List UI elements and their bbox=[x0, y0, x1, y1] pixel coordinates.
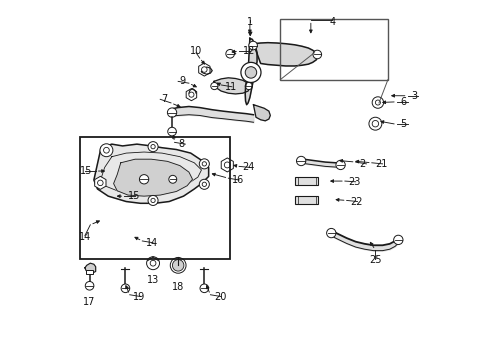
Text: 17: 17 bbox=[83, 297, 96, 307]
Text: 18: 18 bbox=[172, 282, 184, 292]
Circle shape bbox=[224, 162, 230, 168]
Polygon shape bbox=[198, 63, 209, 76]
Circle shape bbox=[168, 175, 176, 183]
Polygon shape bbox=[253, 105, 270, 121]
Circle shape bbox=[202, 182, 206, 186]
Circle shape bbox=[150, 260, 156, 266]
Circle shape bbox=[139, 175, 148, 184]
Circle shape bbox=[151, 144, 155, 149]
Polygon shape bbox=[214, 78, 249, 94]
Circle shape bbox=[121, 284, 129, 293]
Text: 10: 10 bbox=[189, 46, 202, 56]
Circle shape bbox=[371, 121, 378, 127]
Text: 15: 15 bbox=[80, 166, 92, 176]
Text: 23: 23 bbox=[348, 177, 360, 187]
Circle shape bbox=[172, 260, 183, 271]
Circle shape bbox=[151, 198, 155, 203]
Polygon shape bbox=[221, 158, 233, 172]
Circle shape bbox=[296, 156, 305, 166]
Polygon shape bbox=[244, 39, 257, 105]
Text: 25: 25 bbox=[368, 255, 381, 265]
Circle shape bbox=[241, 62, 261, 82]
Circle shape bbox=[375, 100, 380, 105]
Text: 19: 19 bbox=[133, 292, 145, 302]
Polygon shape bbox=[95, 176, 106, 189]
Bar bbox=[86, 270, 93, 274]
Circle shape bbox=[210, 82, 218, 90]
Polygon shape bbox=[253, 42, 317, 66]
Polygon shape bbox=[85, 263, 96, 273]
Text: 15: 15 bbox=[128, 191, 140, 201]
Text: 20: 20 bbox=[214, 292, 226, 302]
Circle shape bbox=[393, 235, 402, 244]
Circle shape bbox=[148, 195, 158, 206]
Circle shape bbox=[244, 82, 252, 90]
Circle shape bbox=[199, 159, 209, 169]
Text: 5: 5 bbox=[400, 120, 406, 129]
Circle shape bbox=[202, 162, 206, 166]
Circle shape bbox=[244, 67, 256, 78]
Bar bbox=[294, 177, 317, 185]
Text: 6: 6 bbox=[400, 97, 406, 107]
Circle shape bbox=[103, 147, 109, 153]
Text: 3: 3 bbox=[410, 91, 417, 101]
Bar bbox=[80, 137, 230, 259]
Circle shape bbox=[85, 282, 94, 290]
Text: 7: 7 bbox=[161, 94, 167, 104]
Circle shape bbox=[200, 284, 208, 293]
Bar bbox=[280, 19, 387, 80]
Text: 4: 4 bbox=[328, 17, 335, 27]
Circle shape bbox=[199, 179, 209, 189]
Circle shape bbox=[248, 41, 257, 50]
Polygon shape bbox=[94, 144, 208, 203]
Circle shape bbox=[167, 108, 176, 117]
Circle shape bbox=[312, 50, 321, 59]
Text: 22: 22 bbox=[349, 197, 362, 207]
Circle shape bbox=[167, 127, 176, 136]
Circle shape bbox=[98, 180, 103, 186]
Circle shape bbox=[368, 117, 381, 130]
Text: 9: 9 bbox=[179, 76, 185, 86]
Circle shape bbox=[225, 49, 234, 58]
Circle shape bbox=[326, 228, 335, 238]
Text: 1: 1 bbox=[246, 17, 252, 27]
Text: 14: 14 bbox=[145, 238, 158, 248]
Circle shape bbox=[188, 92, 194, 97]
Circle shape bbox=[148, 141, 158, 152]
Text: 13: 13 bbox=[146, 275, 159, 285]
Circle shape bbox=[146, 257, 159, 270]
Circle shape bbox=[201, 67, 207, 72]
Text: 11: 11 bbox=[224, 82, 237, 92]
Circle shape bbox=[335, 160, 345, 170]
Circle shape bbox=[170, 257, 185, 273]
Text: 21: 21 bbox=[375, 159, 387, 169]
Bar bbox=[294, 197, 317, 204]
Text: 2: 2 bbox=[359, 159, 365, 169]
Circle shape bbox=[100, 144, 113, 157]
Polygon shape bbox=[186, 89, 196, 101]
Text: 16: 16 bbox=[231, 175, 244, 185]
Polygon shape bbox=[113, 159, 192, 196]
Text: 24: 24 bbox=[242, 162, 255, 172]
Circle shape bbox=[371, 97, 383, 108]
Circle shape bbox=[174, 262, 182, 269]
Polygon shape bbox=[201, 67, 212, 74]
Text: 12: 12 bbox=[242, 46, 255, 56]
Text: 8: 8 bbox=[178, 139, 184, 149]
Text: 14: 14 bbox=[79, 232, 91, 242]
